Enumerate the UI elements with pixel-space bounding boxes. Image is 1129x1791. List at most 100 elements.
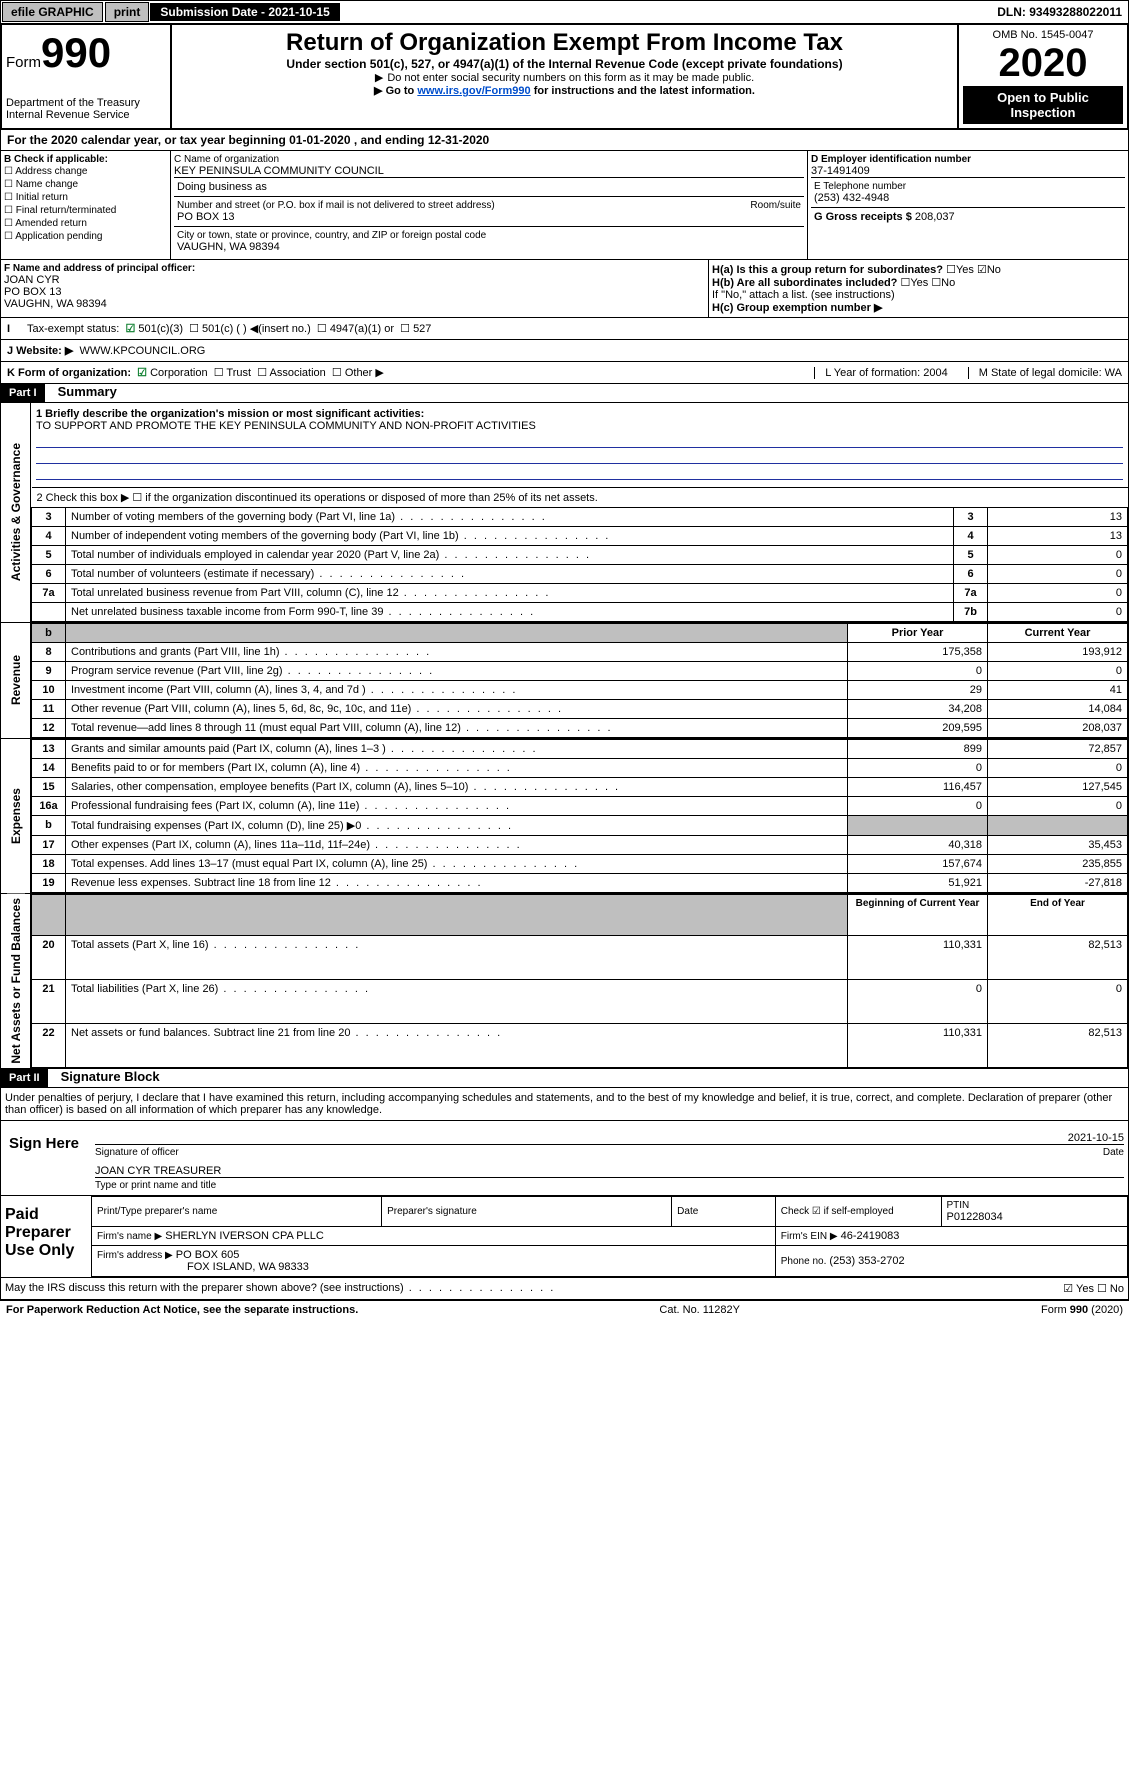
- part-ii-tag: Part II: [1, 1069, 48, 1087]
- k-assoc[interactable]: Association: [257, 366, 326, 379]
- status-501c[interactable]: 501(c) ( ) ◀(insert no.): [189, 322, 311, 335]
- table-row: 13Grants and similar amounts paid (Part …: [32, 740, 1128, 759]
- firm-name: SHERLYN IVERSON CPA PLLC: [165, 1230, 324, 1242]
- line2: 2 Check this box ▶ ☐ if the organization…: [32, 488, 1128, 508]
- form-num-footer: 990: [1070, 1304, 1088, 1316]
- header-blank: [66, 624, 848, 643]
- dba-label: Doing business as: [174, 177, 804, 196]
- side-governance: Activities & Governance: [1, 403, 31, 622]
- check-pending[interactable]: Application pending: [4, 230, 167, 243]
- sig-date-label: Date: [1103, 1147, 1124, 1158]
- officer-name: JOAN CYR: [4, 274, 705, 286]
- table-row: 7aTotal unrelated business revenue from …: [32, 584, 1128, 603]
- cat-no: Cat. No. 11282Y: [659, 1304, 740, 1316]
- hb-yesno[interactable]: ☐Yes ☐No: [900, 277, 955, 289]
- k-corp[interactable]: Corporation: [137, 366, 207, 379]
- blank-line: [36, 450, 1123, 464]
- side-revenue: Revenue: [1, 623, 31, 738]
- section-f: F Name and address of principal officer:…: [1, 260, 708, 317]
- year-footer: 2020: [1095, 1304, 1119, 1316]
- status-501c3[interactable]: 501(c)(3): [125, 322, 183, 335]
- prep-phone: (253) 353-2702: [829, 1255, 904, 1267]
- year-box: OMB No. 1545-0047 2020 Open to Public In…: [958, 24, 1128, 129]
- j-label: J Website: ▶: [7, 344, 73, 357]
- discuss-label: May the IRS discuss this return with the…: [5, 1282, 555, 1295]
- open-public: Open to Public Inspection: [963, 86, 1123, 124]
- addr-section: Number and street (or P.O. box if mail i…: [174, 196, 804, 226]
- form-number: 990: [41, 29, 111, 76]
- firm-ein-label: Firm's EIN ▶: [781, 1231, 838, 1242]
- irs-link[interactable]: www.irs.gov/Form990: [417, 85, 530, 97]
- sig-line-1: 2021-10-15: [95, 1127, 1124, 1145]
- governance-block: Activities & Governance 1 Briefly descri…: [0, 403, 1129, 623]
- line1-label: 1 Briefly describe the organization's mi…: [36, 408, 1123, 420]
- side-exp-label: Expenses: [7, 784, 25, 848]
- table-row: 3Number of voting members of the governi…: [32, 508, 1128, 527]
- table-row: 21Total liabilities (Part X, line 26)00: [32, 980, 1128, 1024]
- sig-officer-label: Signature of officer: [95, 1147, 179, 1158]
- prep-date-label: Date: [677, 1206, 770, 1217]
- k-other[interactable]: Other ▶: [332, 366, 384, 379]
- line1-text: TO SUPPORT AND PROMOTE THE KEY PENINSULA…: [36, 420, 1123, 432]
- form-label: Form: [6, 54, 41, 71]
- main-title: Return of Organization Exempt From Incom…: [176, 29, 953, 57]
- ha-yesno[interactable]: ☐Yes ☑No: [946, 264, 1001, 276]
- k-right: L Year of formation: 2004 M State of leg…: [814, 367, 1122, 379]
- city-section: City or town, state or province, country…: [174, 226, 804, 256]
- hc-label: H(c) Group exemption number ▶: [712, 301, 1125, 314]
- i-label: I: [7, 323, 27, 335]
- check-initial[interactable]: Initial return: [4, 191, 167, 204]
- expenses-table: 13Grants and similar amounts paid (Part …: [31, 739, 1128, 893]
- firm-addr: PO BOX 605: [176, 1249, 240, 1261]
- check-amended[interactable]: Amended return: [4, 217, 167, 230]
- perjury-text: Under penalties of perjury, I declare th…: [0, 1088, 1129, 1121]
- status-527[interactable]: 527: [400, 322, 431, 335]
- city-label: City or town, state or province, country…: [177, 230, 801, 241]
- print-type-label: Print/Type preparer's name: [97, 1206, 376, 1217]
- print-button[interactable]: print: [105, 2, 150, 22]
- k-row: K Form of organization: Corporation Trus…: [0, 362, 1129, 384]
- discuss-yesno[interactable]: ☑ Yes ☐ No: [1063, 1282, 1124, 1295]
- table-row: 9Program service revenue (Part VIII, lin…: [32, 662, 1128, 681]
- ha-label: H(a) Is this a group return for subordin…: [712, 264, 943, 276]
- table-row: 4Number of independent voting members of…: [32, 527, 1128, 546]
- net-header-current: End of Year: [988, 895, 1128, 936]
- part-i-header: Part I Summary: [0, 384, 1129, 403]
- sig-line-2: JOAN CYR TREASURER: [95, 1160, 1124, 1178]
- part-i-tag: Part I: [1, 384, 45, 402]
- part-ii-header: Part II Signature Block: [0, 1069, 1129, 1088]
- firm-name-label: Firm's name ▶: [97, 1231, 162, 1242]
- phone: (253) 432-4948: [814, 192, 1122, 204]
- org-name: KEY PENINSULA COMMUNITY COUNCIL: [174, 165, 804, 177]
- table-row: 5Total number of individuals employed in…: [32, 546, 1128, 565]
- footer: For Paperwork Reduction Act Notice, see …: [0, 1300, 1129, 1319]
- table-row: 10Investment income (Part VIII, column (…: [32, 681, 1128, 700]
- sign-here-label: Sign Here: [5, 1125, 95, 1191]
- e-section: E Telephone number (253) 432-4948: [811, 177, 1125, 207]
- status-4947[interactable]: 4947(a)(1) or: [317, 322, 394, 335]
- firm-city: FOX ISLAND, WA 98333: [187, 1261, 309, 1273]
- check-final[interactable]: Final return/terminated: [4, 204, 167, 217]
- table-row: 19Revenue less expenses. Subtract line 1…: [32, 874, 1128, 893]
- header-current: Current Year: [988, 624, 1128, 643]
- check-self-employed[interactable]: Check ☑ if self-employed: [775, 1196, 941, 1226]
- k-trust[interactable]: Trust: [214, 366, 251, 379]
- check-address[interactable]: Address change: [4, 165, 167, 178]
- paid-preparer-label: Paid Preparer Use Only: [1, 1196, 91, 1277]
- goto-post: for instructions and the latest informat…: [531, 85, 755, 97]
- hb-note: If "No," attach a list. (see instruction…: [712, 289, 1125, 301]
- subtitle: Under section 501(c), 527, or 4947(a)(1)…: [176, 57, 953, 71]
- check-name[interactable]: Name change: [4, 178, 167, 191]
- side-net: Net Assets or Fund Balances: [1, 894, 31, 1068]
- form-header: Form990 Department of the Treasury Inter…: [0, 24, 1129, 130]
- prep-phone-label: Phone no.: [781, 1256, 827, 1267]
- c-label: C Name of organization: [174, 154, 804, 165]
- table-row: 16aProfessional fundraising fees (Part I…: [32, 797, 1128, 816]
- ptin-value: P01228034: [947, 1211, 1123, 1223]
- website-row: J Website: ▶ WWW.KPCOUNCIL.ORG: [0, 340, 1129, 362]
- g-section: G Gross receipts $ 208,037: [811, 207, 1125, 226]
- m-state: M State of legal domicile: WA: [968, 367, 1122, 379]
- blank-line: [36, 434, 1123, 448]
- header-n: b: [32, 624, 66, 643]
- table-row: 20Total assets (Part X, line 16)110,3318…: [32, 936, 1128, 980]
